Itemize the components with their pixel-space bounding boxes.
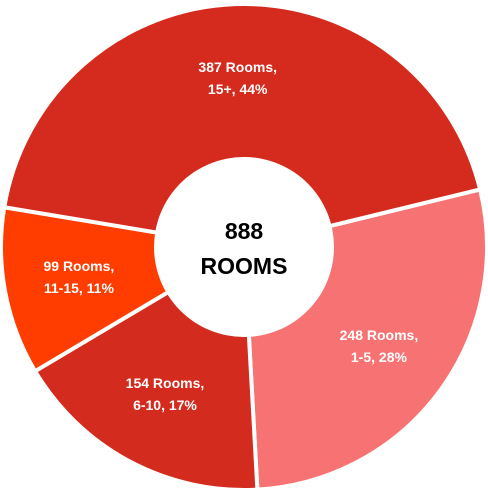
- segment-label: 11-15, 11%: [44, 280, 115, 296]
- segment-label: 387 Rooms,: [198, 59, 277, 75]
- segment-label: 1-5, 28%: [351, 349, 408, 365]
- segment-label: 15+, 44%: [208, 81, 268, 97]
- segment-label: 99 Rooms,: [43, 258, 114, 274]
- segment-label: 154 Rooms,: [126, 375, 205, 391]
- segment-label: 6-10, 17%: [133, 397, 197, 413]
- segment-label: 248 Rooms,: [340, 327, 419, 343]
- donut-segment: [2, 2, 483, 249]
- center-text: ROOMS: [201, 253, 288, 279]
- donut-hole: [154, 157, 334, 337]
- center-text: 888: [225, 218, 264, 244]
